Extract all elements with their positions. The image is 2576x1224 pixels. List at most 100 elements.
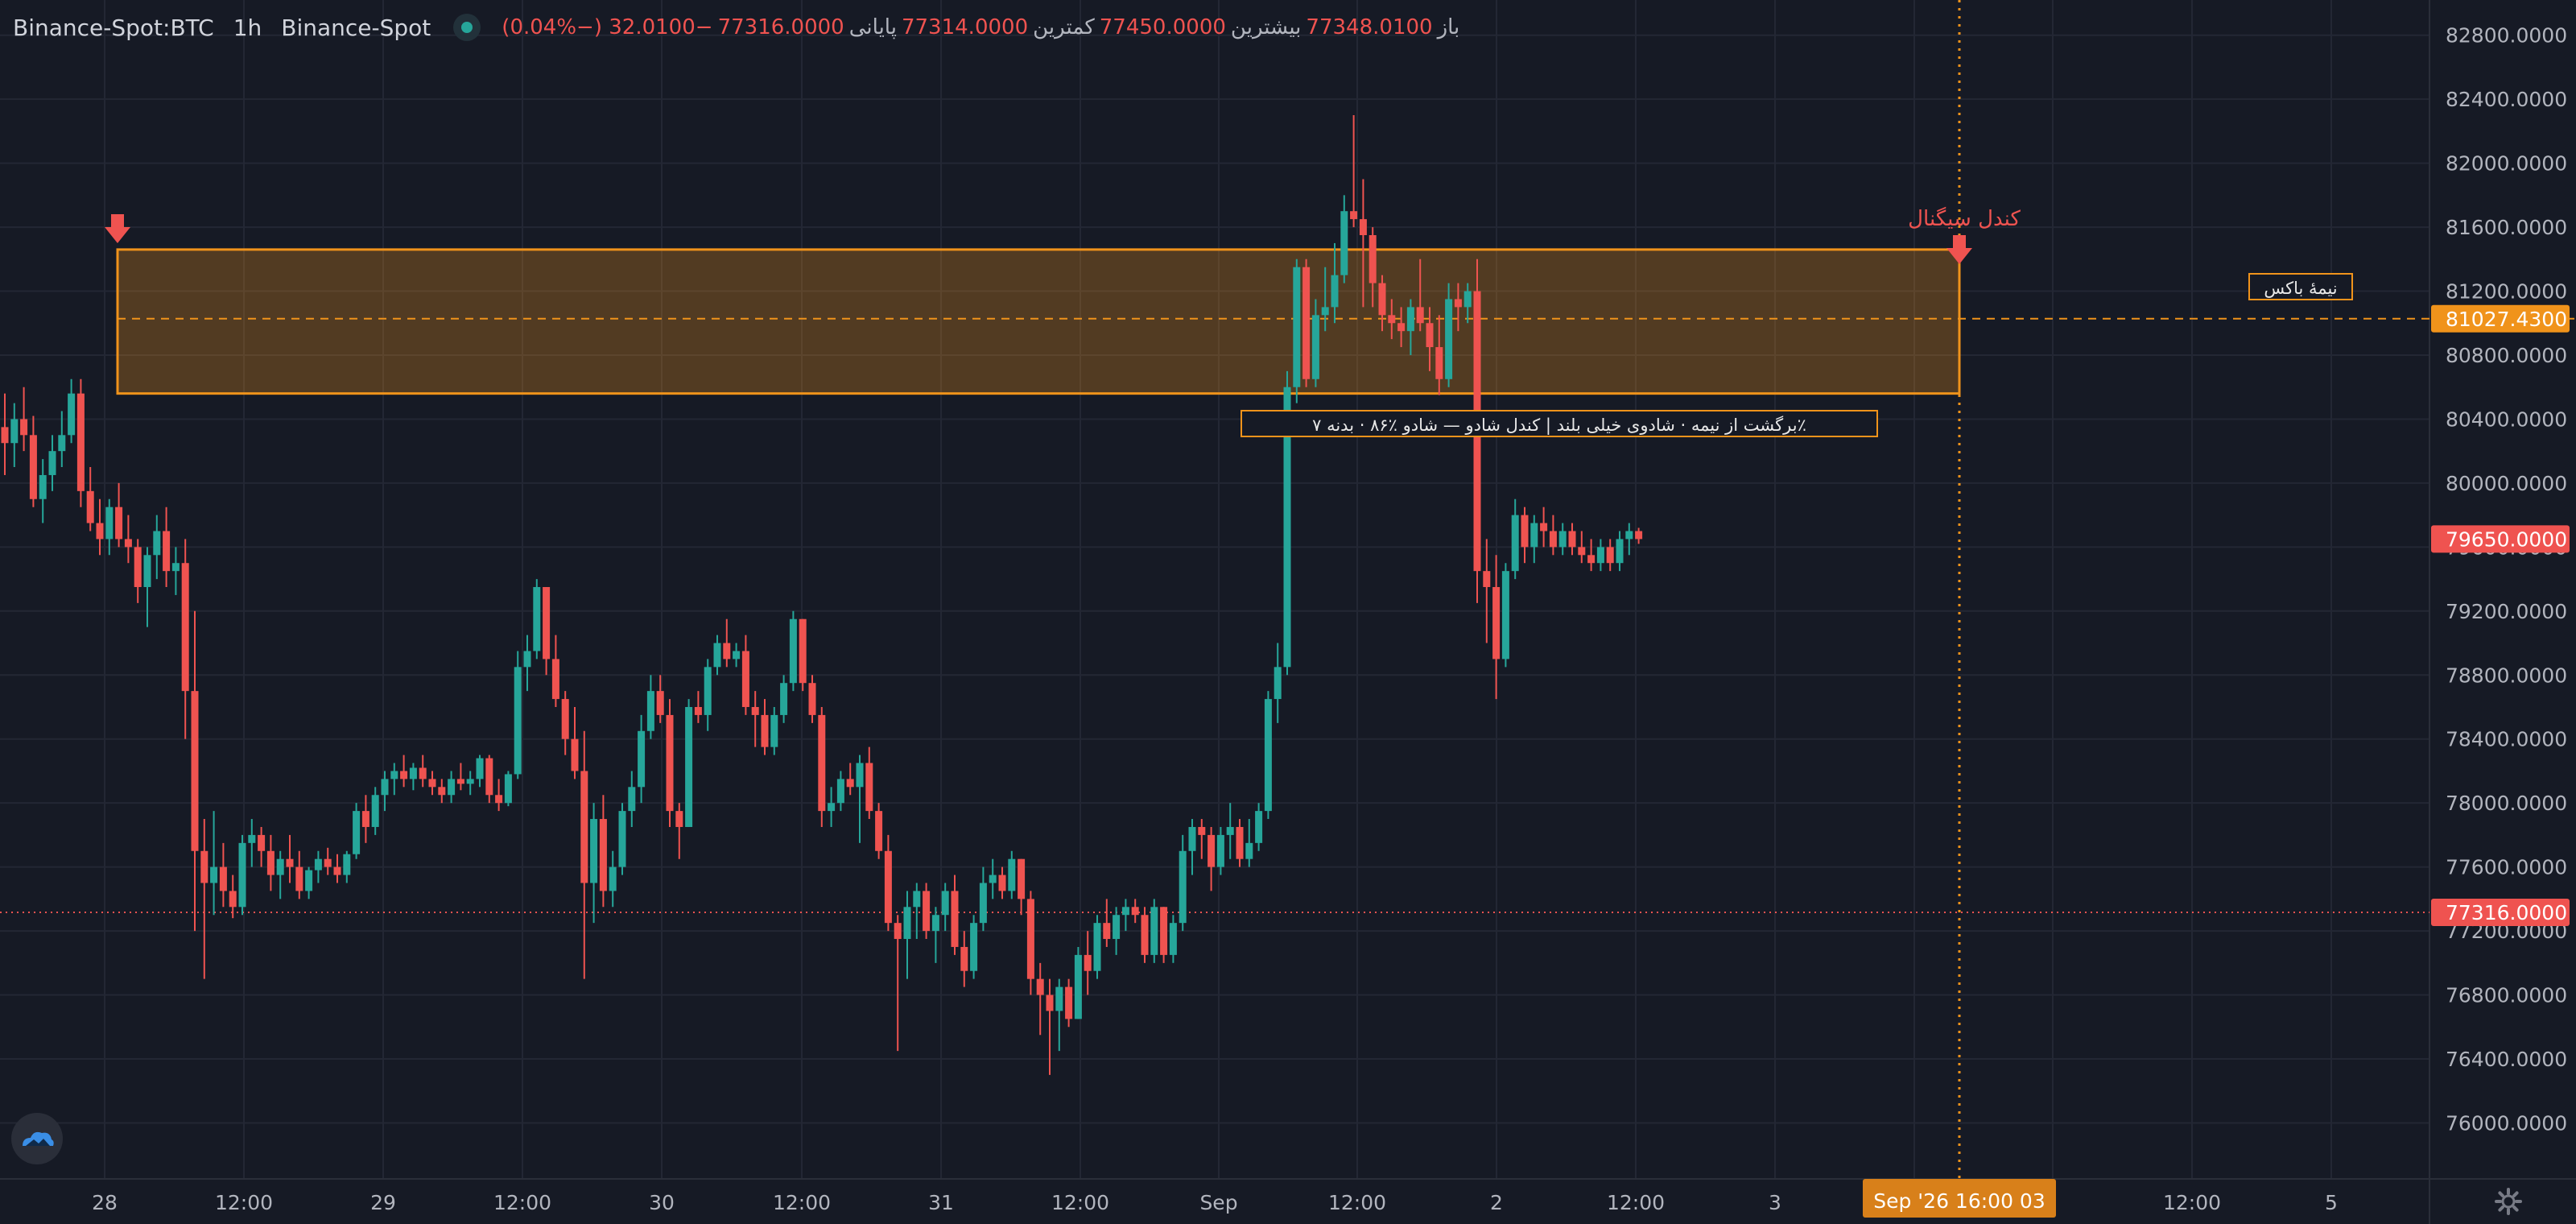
candle-body [1406,307,1414,332]
candle-body [1055,986,1063,1011]
y-tick-label: 77600.0000 [2446,856,2567,879]
candle-body [1,427,9,444]
candle-body [181,563,189,692]
candle-body [1463,291,1472,308]
y-tick-label: 76400.0000 [2446,1048,2567,1071]
y-tick-label: 81600.0000 [2446,216,2567,239]
candle-body [1150,907,1158,955]
x-tick-label: 12:00 [1328,1191,1386,1214]
close-value: 77316.0000 [717,15,844,39]
candle-body [713,643,721,668]
y-tick-label: 78400.0000 [2446,728,2567,751]
candle-body [295,866,303,891]
half-box-label-box [2248,273,2353,300]
symbol-name[interactable]: Binance-Spot:BTC [13,14,214,41]
high-value: 77450.0000 [1099,15,1226,39]
candle-body [1188,826,1196,851]
candle-body [1236,826,1244,859]
interval-label[interactable]: 1h [233,14,262,41]
candle-body [1492,587,1501,660]
candle-body [894,923,902,940]
candle-body [1378,283,1386,316]
candle-body [409,767,417,779]
candle-body [1483,571,1491,588]
candle-body [979,883,987,924]
candle-body [1008,858,1016,891]
candle-body [1131,907,1139,916]
crosshair-time-tag [1863,1179,2056,1218]
low-label: کمترین [1033,15,1095,39]
ohlc-legend: باز 77348.0100 بیشترین 77450.0000 کمترین… [497,15,1459,39]
candle-body [523,651,531,668]
candle-body [1026,899,1034,979]
candle-body [1416,307,1424,324]
y-tick-label: 82400.0000 [2446,88,2567,111]
chart-header: Binance-Spot:BTC 1h Binance-Spot باز 773… [13,11,1459,43]
candle-body [1141,915,1149,955]
close-label: پایانی [848,15,897,39]
candle-body [1625,531,1633,540]
high-label: بیشترین [1230,15,1302,39]
candle-body [229,891,237,908]
price-tag [2431,304,2570,333]
price-tag-label: 81027.4300 [2446,308,2567,331]
candle-body [1293,267,1301,387]
candle-body [381,779,389,796]
candle-body [343,854,351,875]
candle-body [1283,387,1291,668]
candle-body [638,730,646,788]
y-tick-label: 78800.0000 [2446,664,2567,687]
candle-body [1311,315,1319,379]
x-tick-label: 12:00 [493,1191,551,1214]
candle-body [770,714,778,747]
candle-body [1255,811,1263,843]
candle-body [751,706,759,715]
candle-body [276,858,284,875]
candle-body [124,539,132,548]
candle-body [723,643,731,660]
open-value: 77348.0100 [1306,15,1433,39]
candle-body [1074,954,1082,1019]
candle-body [836,779,844,804]
gear-icon[interactable] [2494,1187,2523,1216]
x-tick-label: 12:00 [773,1191,831,1214]
y-tick-label: 82800.0000 [2446,24,2567,48]
candle-body [1302,267,1311,379]
candle-body [495,795,503,804]
candle-body [1426,323,1434,348]
candle-body [353,811,361,854]
candle-body [761,714,769,747]
candle-body [485,758,493,796]
price-tag [2431,899,2570,927]
candle-body [780,683,788,715]
candle-body [476,758,484,779]
candle-body [1264,699,1272,812]
candle-body [96,523,104,540]
y-tick-label: 80400.0000 [2446,407,2567,431]
candle-body [1321,307,1329,316]
candle-body [903,907,911,940]
candle-body [1198,826,1206,835]
y-tick-label: 76800.0000 [2446,984,2567,1007]
candle-body [10,419,19,444]
candle-body [646,691,654,731]
arrow-down-icon [1946,235,1972,264]
signal-label: کندل سیگنال [1908,206,2021,231]
candle-body [115,507,123,540]
candle-body [884,850,892,924]
candle-body [960,946,968,971]
candle-body [1606,547,1614,564]
candle-body [1435,347,1443,379]
candle-body [1558,531,1567,548]
crosshair-time-label: Sep '26 16:00 03 [1873,1189,2046,1213]
price-tag-label: 79650.0000 [2446,527,2567,551]
candle-body [248,834,256,843]
candle-body [438,787,446,796]
candle-body [1578,547,1586,556]
candle-body [1635,531,1643,540]
candle-body [931,915,939,932]
candle-body [1065,986,1073,1019]
candle-body [191,691,199,851]
cloud-mountain-logo-icon[interactable] [11,1113,63,1164]
